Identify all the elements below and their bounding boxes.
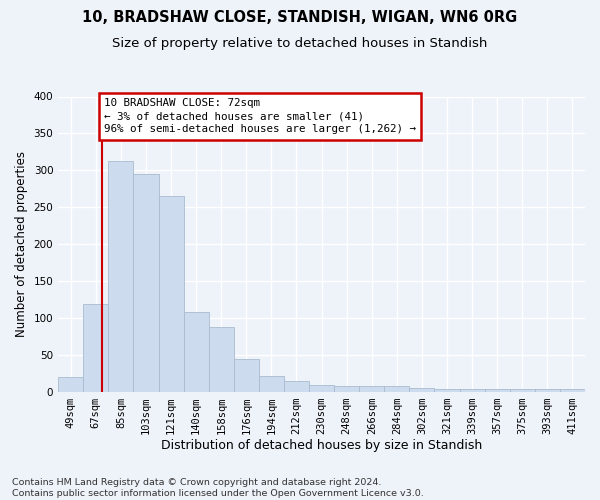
Bar [133, 174, 158, 392]
Text: Contains HM Land Registry data © Crown copyright and database right 2024.
Contai: Contains HM Land Registry data © Crown c… [12, 478, 424, 498]
Bar [359, 386, 385, 392]
Bar [58, 377, 83, 392]
Bar [560, 388, 585, 392]
Text: Size of property relative to detached houses in Standish: Size of property relative to detached ho… [112, 38, 488, 51]
Text: 10, BRADSHAW CLOSE, STANDISH, WIGAN, WN6 0RG: 10, BRADSHAW CLOSE, STANDISH, WIGAN, WN6… [82, 10, 518, 25]
Bar [209, 326, 234, 392]
Bar [510, 388, 535, 392]
Bar [385, 386, 409, 392]
Bar [535, 390, 560, 392]
Bar [83, 304, 109, 392]
Bar [309, 385, 334, 392]
Y-axis label: Number of detached properties: Number of detached properties [15, 151, 28, 337]
Bar [485, 388, 510, 392]
Bar [234, 359, 259, 392]
Bar [460, 388, 485, 392]
Bar [284, 382, 309, 392]
Bar [184, 312, 209, 392]
Bar [409, 388, 434, 392]
Bar [158, 196, 184, 392]
X-axis label: Distribution of detached houses by size in Standish: Distribution of detached houses by size … [161, 440, 482, 452]
Text: 10 BRADSHAW CLOSE: 72sqm
← 3% of detached houses are smaller (41)
96% of semi-de: 10 BRADSHAW CLOSE: 72sqm ← 3% of detache… [104, 98, 416, 134]
Bar [109, 160, 133, 392]
Bar [259, 376, 284, 392]
Bar [334, 386, 359, 392]
Bar [434, 388, 460, 392]
